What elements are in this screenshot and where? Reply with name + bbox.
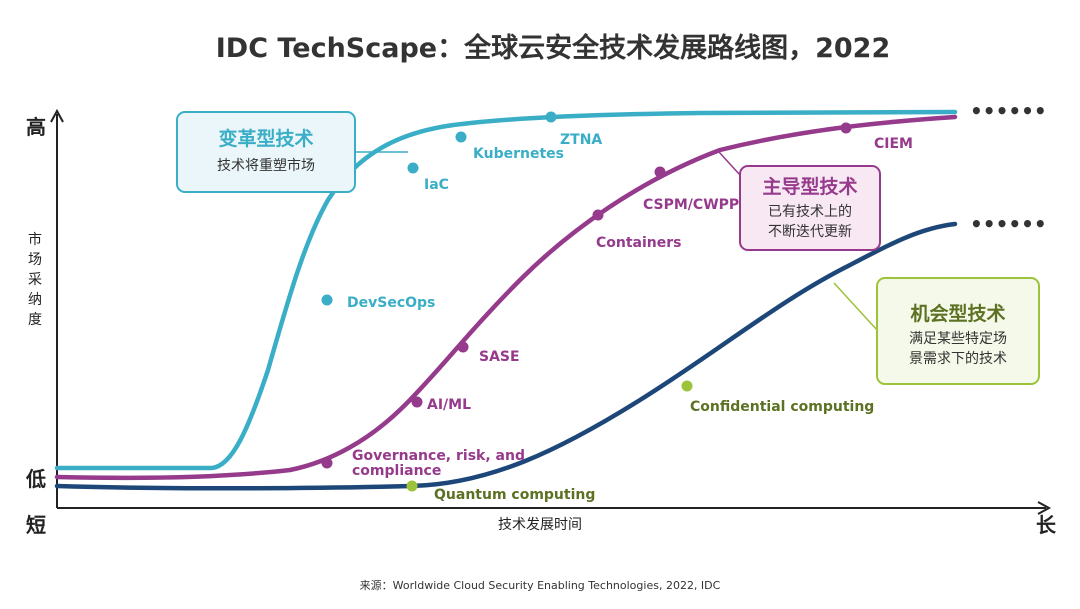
- data-point-confidential-computing: [681, 380, 693, 392]
- series-continuation-opportunistic: ••••••: [970, 212, 1047, 236]
- data-point-iac: [407, 162, 419, 174]
- data-point-governance: [321, 457, 333, 469]
- source-note: 来源：Worldwide Cloud Security Enabling Tec…: [360, 578, 721, 592]
- series-line-transformational: [54, 109, 958, 471]
- data-label-iac: IaC: [424, 177, 449, 193]
- data-label-ztna: ZTNA: [560, 132, 602, 148]
- data-label-sase: SASE: [479, 349, 520, 365]
- y-axis-title: 市场采纳度: [28, 231, 42, 328]
- leader-line-mainstream: [718, 151, 741, 176]
- category-box-opportunistic: 机会型技术 满足某些特定场 景需求下的技术: [876, 277, 1040, 385]
- y-high-label: 高: [26, 115, 46, 139]
- y-low-label: 低: [25, 467, 46, 491]
- data-label-ai-ml: AI/ML: [427, 397, 471, 413]
- category-description: 景需求下的技术: [909, 351, 1007, 367]
- category-title: 机会型技术: [910, 302, 1005, 325]
- series-opportunistic-points: Quantum computing Confidential computing: [406, 380, 874, 503]
- data-point-devsecops: [321, 294, 333, 306]
- category-description: 不断迭代更新: [768, 224, 852, 240]
- x-axis-title: 技术发展时间: [498, 517, 582, 533]
- leader-line-opportunistic: [833, 282, 878, 331]
- data-point-ciem: [840, 122, 852, 134]
- data-point-sase: [457, 341, 469, 353]
- data-point-quantum-computing: [406, 480, 418, 492]
- category-box-transformational: 变革型技术 技术将重塑市场: [176, 111, 356, 193]
- category-description: 已有技术上的: [768, 204, 852, 220]
- x-end-label: 长: [1036, 513, 1057, 537]
- data-label-cspm-cwpp: CSPM/CWPP: [643, 197, 739, 213]
- data-label-confidential-computing: Confidential computing: [690, 399, 874, 415]
- data-point-ztna: [545, 111, 557, 123]
- data-label-governance: Governance, risk, and: [352, 448, 525, 464]
- data-label-kubernetes: Kubernetes: [473, 146, 564, 162]
- category-description: 技术将重塑市场: [217, 157, 315, 174]
- category-description: 满足某些特定场: [909, 331, 1007, 347]
- data-label-devsecops: DevSecOps: [347, 295, 435, 311]
- data-point-ai-ml: [411, 396, 423, 408]
- category-box-mainstream: 主导型技术 已有技术上的 不断迭代更新: [739, 165, 881, 251]
- series-transformational-points: DevSecOps IaC Kubernetes ZTNA: [321, 111, 602, 311]
- category-title: 变革型技术: [218, 127, 313, 150]
- data-point-containers: [592, 209, 604, 221]
- category-title: 主导型技术: [762, 175, 857, 198]
- series-line-mainstream: [54, 114, 958, 481]
- data-label-containers: Containers: [596, 235, 682, 251]
- chart-title: IDC TechScape：全球云安全技术发展路线图，2022: [216, 32, 891, 64]
- data-label-governance-line2: compliance: [352, 463, 441, 479]
- x-start-label: 短: [26, 513, 46, 537]
- data-point-cspm-cwpp: [654, 166, 666, 178]
- series-line-opportunistic: [54, 221, 958, 491]
- y-axis-arrow-icon: [50, 108, 64, 123]
- series-continuation-transformational: ••••••: [970, 99, 1047, 123]
- series-mainstream-points: Governance, risk, and compliance AI/ML S…: [321, 122, 913, 479]
- axes: [50, 108, 1052, 515]
- x-axis-arrow-icon: [1037, 501, 1052, 515]
- data-point-kubernetes: [455, 131, 467, 143]
- data-label-ciem: CIEM: [874, 136, 913, 152]
- data-label-quantum-computing: Quantum computing: [434, 487, 595, 503]
